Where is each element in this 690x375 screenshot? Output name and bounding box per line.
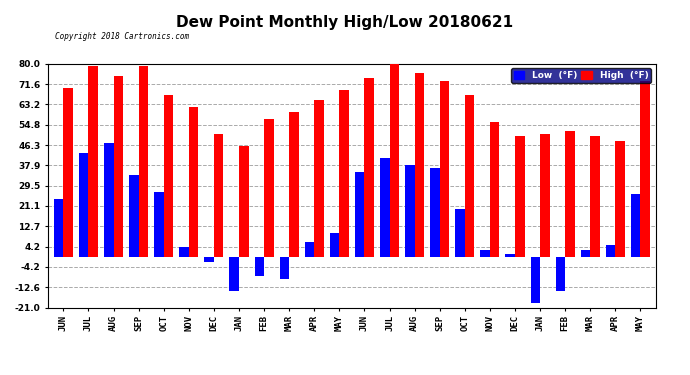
Bar: [279, 257, 289, 279]
Bar: [606, 245, 615, 257]
Bar: [415, 74, 424, 257]
Bar: [63, 88, 73, 257]
Text: Copyright 2018 Cartronics.com: Copyright 2018 Cartronics.com: [55, 32, 189, 41]
Bar: [129, 175, 139, 257]
Bar: [164, 95, 173, 257]
Bar: [154, 192, 164, 257]
Bar: [88, 66, 98, 257]
Bar: [555, 257, 565, 291]
Bar: [615, 141, 625, 257]
Bar: [305, 242, 314, 257]
Bar: [565, 131, 575, 257]
Text: Dew Point Monthly High/Low 20180621: Dew Point Monthly High/Low 20180621: [177, 15, 513, 30]
Bar: [355, 172, 364, 257]
Bar: [289, 112, 299, 257]
Bar: [179, 247, 189, 257]
Bar: [204, 257, 214, 262]
Bar: [54, 199, 63, 257]
Bar: [255, 257, 264, 276]
Bar: [506, 254, 515, 257]
Bar: [455, 209, 465, 257]
Bar: [79, 153, 88, 257]
Bar: [330, 232, 339, 257]
Bar: [380, 158, 390, 257]
Bar: [490, 122, 500, 257]
Legend: Low  (°F), High  (°F): Low (°F), High (°F): [511, 68, 651, 82]
Bar: [364, 78, 374, 257]
Bar: [590, 136, 600, 257]
Bar: [239, 146, 248, 257]
Bar: [314, 100, 324, 257]
Bar: [139, 66, 148, 257]
Bar: [640, 81, 650, 257]
Bar: [390, 64, 399, 257]
Bar: [104, 143, 114, 257]
Bar: [430, 168, 440, 257]
Bar: [515, 136, 524, 257]
Bar: [114, 76, 123, 257]
Bar: [230, 257, 239, 291]
Bar: [214, 134, 224, 257]
Bar: [339, 90, 349, 257]
Bar: [631, 194, 640, 257]
Bar: [480, 250, 490, 257]
Bar: [189, 107, 198, 257]
Bar: [581, 250, 590, 257]
Bar: [264, 119, 274, 257]
Bar: [405, 165, 415, 257]
Bar: [531, 257, 540, 303]
Bar: [440, 81, 449, 257]
Bar: [465, 95, 474, 257]
Bar: [540, 134, 550, 257]
